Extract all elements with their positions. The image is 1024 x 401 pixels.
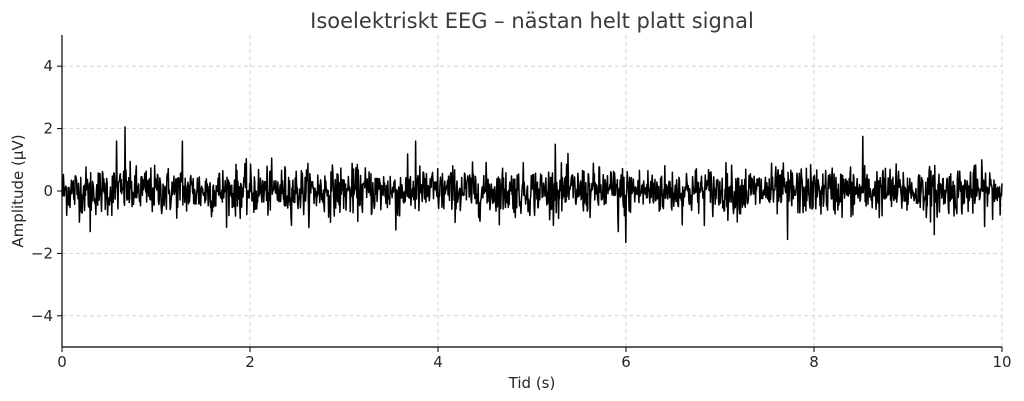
tick-layer: 0 2 4 6 8 10 4 2 0 −2 −4 bbox=[31, 57, 1012, 371]
y-tick-label: 0 bbox=[43, 182, 53, 200]
chart-title: Isoelektriskt EEG – nästan helt platt si… bbox=[310, 9, 754, 33]
y-tick-label: 4 bbox=[43, 57, 53, 75]
x-tick-label: 4 bbox=[433, 353, 443, 371]
plot-area bbox=[61, 126, 1003, 244]
y-axis-label: Amplitude (µV) bbox=[9, 134, 27, 247]
x-tick-label: 2 bbox=[245, 353, 255, 371]
x-tick-label: 0 bbox=[57, 353, 67, 371]
eeg-signal-line bbox=[61, 126, 1003, 244]
x-axis-label: Tid (s) bbox=[508, 374, 556, 392]
y-tick-label: −2 bbox=[31, 244, 53, 262]
x-tick-label: 8 bbox=[809, 353, 819, 371]
x-tick-label: 10 bbox=[992, 353, 1011, 371]
y-tick-label: 2 bbox=[43, 120, 53, 138]
y-tick-label: −4 bbox=[31, 307, 53, 325]
x-tick-label: 6 bbox=[621, 353, 631, 371]
